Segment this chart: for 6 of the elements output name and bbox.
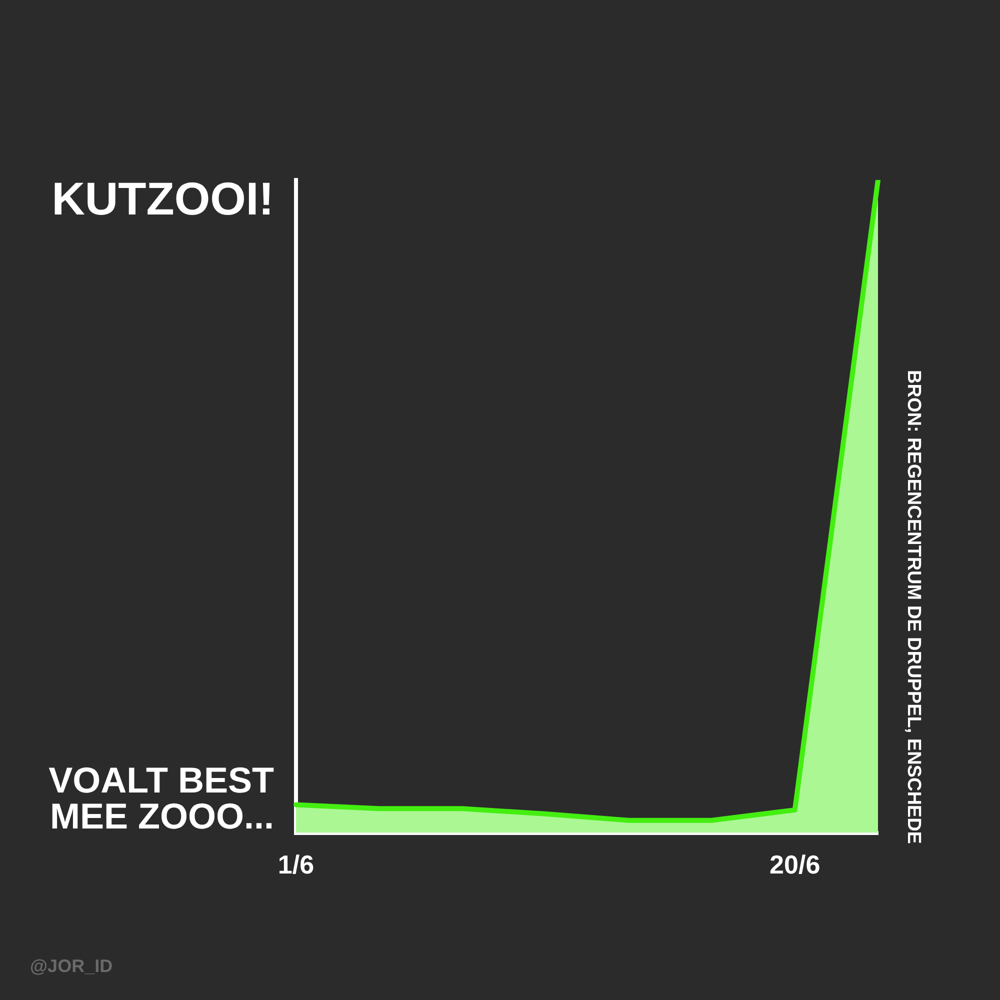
x-tick-label: 1/6	[278, 850, 314, 880]
text: KUTZOOI!	[52, 172, 274, 225]
x-tick-label: 20/6	[770, 850, 820, 880]
text: @JOR_ID	[30, 956, 113, 976]
text: VOALT BEST MEE ZOOO...	[48, 760, 274, 837]
text: BRON: REGENCENTRUM DE DRUPPEL, ENSCHEDE	[902, 370, 924, 844]
